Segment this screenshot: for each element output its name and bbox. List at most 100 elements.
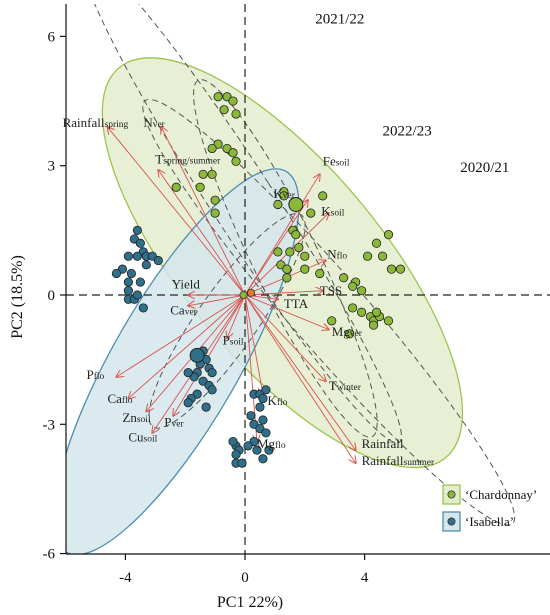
origin-centroid-1 [239, 290, 248, 299]
point-chardonnay [357, 307, 367, 317]
loading-arrow-ca-flo [128, 294, 246, 398]
loading-label-p-flo: Pflo [87, 367, 105, 382]
y-tick-label: 3 [48, 159, 56, 175]
point-isabella [258, 393, 268, 404]
point-isabella [123, 286, 133, 296]
loading-label-yield: Yield [172, 277, 201, 292]
point-isabella [141, 260, 151, 270]
point-chardonnay [348, 281, 358, 291]
loading-arrow-rainfall-summer [244, 294, 356, 463]
loading-arrow-p-ver [173, 294, 246, 416]
loading-label-ca-ver: Caver [170, 302, 197, 317]
year-ellipse-unlabeled-3 [148, 213, 306, 429]
loading-label-p-soil: Psoil [223, 333, 244, 348]
point-chardonnay [371, 307, 382, 317]
point-chardonnay [294, 242, 304, 253]
year-label-2022-23: 2022/23 [383, 124, 432, 140]
year-label-2021-22: 2021/22 [315, 11, 364, 27]
point-chardonnay [371, 238, 382, 248]
x-axis-title: PC1 22%) [217, 594, 283, 611]
point-chardonnay [213, 92, 223, 102]
point-chardonnay [219, 105, 229, 115]
point-chardonnay [282, 273, 292, 283]
point-isabella [135, 238, 145, 248]
loading-label-rainfall-summer: Rainfallsummer [362, 453, 435, 468]
point-chardonnay [198, 169, 208, 179]
loading-label-rainfall: Rainfall [362, 436, 404, 451]
point-chardonnay [210, 195, 220, 205]
y-tick-label: -3 [43, 417, 56, 433]
point-chardonnay [362, 251, 373, 261]
point-isabella [237, 458, 247, 468]
point-isabella [264, 445, 274, 455]
point-isabella [231, 449, 241, 460]
legend-marker-chardonnay [447, 490, 456, 499]
loading-arrow-tss [244, 291, 323, 296]
loading-arrow-n-ver [161, 127, 246, 296]
loading-label-fe-soil: Fesoil [323, 154, 350, 169]
point-chardonnay [368, 320, 379, 330]
point-chardonnay [357, 286, 367, 296]
point-isabella [123, 251, 133, 261]
loading-arrow-fe-soil [244, 174, 320, 296]
point-chardonnay [195, 182, 205, 192]
x-tick-label: 0 [241, 570, 249, 586]
loading-arrow-p-flo [116, 294, 246, 377]
point-chardonnay [273, 247, 283, 257]
point-isabella [132, 251, 142, 261]
point-isabella [132, 290, 142, 300]
loading-label-zn-soil: Znsoil [122, 410, 151, 425]
loading-label-k-flo: Kflo [267, 393, 287, 408]
point-isabella [126, 268, 136, 279]
point-chardonnay [282, 264, 292, 274]
point-isabella [243, 441, 253, 451]
loading-label-n-flo: Nflo [327, 246, 347, 261]
point-chardonnay [345, 329, 355, 339]
point-isabella [255, 402, 265, 412]
point-isabella [261, 385, 271, 395]
origin-centroid-0 [246, 288, 255, 297]
point-isabella [207, 367, 217, 378]
point-isabella [258, 415, 268, 425]
point-isabella [207, 385, 217, 395]
point-chardonnay [207, 143, 217, 154]
point-chardonnay [348, 303, 358, 313]
loading-arrow-mg-ver [244, 294, 329, 329]
point-chardonnay [228, 96, 238, 106]
legend-label-chardonnay: ‘Chardonnay’ [465, 487, 537, 502]
loading-arrow-k-flo [244, 294, 263, 394]
point-isabella [123, 277, 133, 287]
legend-marker-isabella [447, 517, 456, 526]
loading-label-ca-flo: Caflo [107, 391, 132, 406]
legend-label-isabella: ‘Isabella’ [465, 514, 514, 529]
loading-label-t-winter: Twinter [329, 378, 362, 393]
point-chardonnay [395, 264, 406, 274]
x-tick-label: -4 [119, 570, 132, 586]
point-isabella [258, 454, 268, 464]
point-chardonnay [377, 251, 388, 261]
year-label-2020-21: 2020/21 [460, 160, 509, 176]
loading-label-mg-flo: Mgflo [257, 436, 286, 451]
loading-label-tta: TTA [284, 296, 309, 311]
loading-label-t-spring-summer: Tspring/summer [155, 152, 221, 167]
point-chardonnay [207, 169, 217, 179]
point-chardonnay [273, 199, 283, 210]
loading-label-p-ver: Pver [164, 414, 184, 429]
point-isabella [261, 428, 271, 438]
point-chardonnay [318, 191, 328, 201]
point-isabella [132, 225, 142, 235]
point-isabella [252, 445, 262, 455]
point-chardonnay [386, 264, 397, 274]
legend: ‘Chardonnay’ ‘Isabella’ [442, 484, 537, 532]
x-tick-label: 4 [361, 570, 369, 586]
loading-label-n-ver: Nver [143, 115, 165, 130]
loading-label-tss: TSS [320, 283, 342, 298]
point-chardonnay [383, 230, 394, 240]
group-mean-isabella [189, 347, 205, 363]
year-ellipse-2022-23 [193, 79, 378, 438]
point-chardonnay [383, 316, 394, 326]
point-isabella [246, 411, 256, 421]
point-isabella [135, 277, 145, 287]
point-isabella [201, 402, 211, 412]
